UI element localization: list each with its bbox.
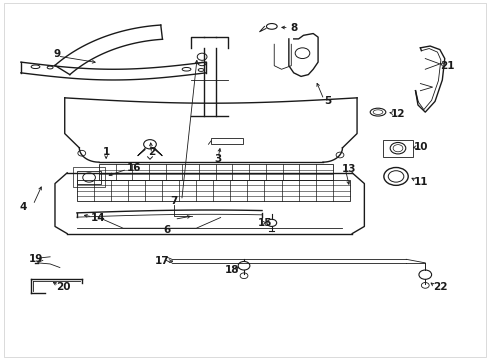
Text: 21: 21 [440,61,454,71]
Text: 6: 6 [164,225,171,235]
Text: 1: 1 [102,147,110,157]
Text: 12: 12 [391,109,406,119]
Bar [77,180,350,202]
Text: 15: 15 [258,218,273,228]
Text: 3: 3 [215,154,222,164]
Text: 11: 11 [414,177,429,187]
Text: 9: 9 [54,49,61,59]
Bar [77,171,101,184]
Bar [99,164,333,180]
Text: 7: 7 [171,196,178,206]
Text: 17: 17 [155,256,170,266]
Text: 19: 19 [29,254,44,264]
Text: 18: 18 [224,265,239,275]
Text: 4: 4 [20,202,27,212]
Text: 13: 13 [342,164,357,174]
Text: 22: 22 [433,282,447,292]
Text: 10: 10 [414,142,429,152]
Text: 14: 14 [91,212,105,222]
Text: 5: 5 [324,96,331,107]
Bar [383,140,413,157]
Text: 2: 2 [148,147,155,157]
Text: 8: 8 [290,23,297,33]
Bar [211,138,243,144]
Bar [74,167,105,187]
Text: 16: 16 [126,163,141,173]
Text: 20: 20 [56,282,71,292]
